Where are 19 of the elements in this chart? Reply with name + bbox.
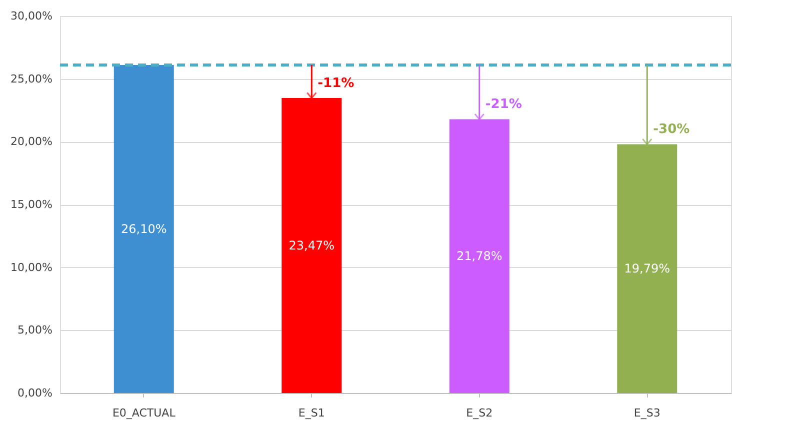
x-tick-label: E0_ACTUAL [112, 406, 176, 420]
y-tick-label: 20,00% [10, 135, 52, 148]
annotation: -11% [318, 76, 354, 91]
y-tick-label: 5,00% [18, 324, 52, 337]
annotation: -21% [485, 97, 522, 112]
data-label: 26,10% [120, 222, 167, 236]
annotation: -30% [653, 122, 690, 138]
x-tick-label: E_S3 [634, 406, 660, 420]
y-tick-label: 30,00% [10, 10, 52, 22]
x-tick-label: E_S2 [466, 406, 493, 420]
y-tick-label: 15,00% [10, 198, 52, 211]
bar [114, 65, 174, 393]
data-label: 19,79% [624, 262, 670, 276]
data-label: 21,78% [456, 249, 502, 264]
data-label: 23,47% [288, 238, 335, 253]
y-tick-label: 0,00% [18, 386, 52, 400]
x-tick-label: E_S1 [298, 406, 325, 420]
y-tick-label: 25,00% [10, 72, 52, 86]
y-tick-label: 10,00% [10, 260, 52, 274]
